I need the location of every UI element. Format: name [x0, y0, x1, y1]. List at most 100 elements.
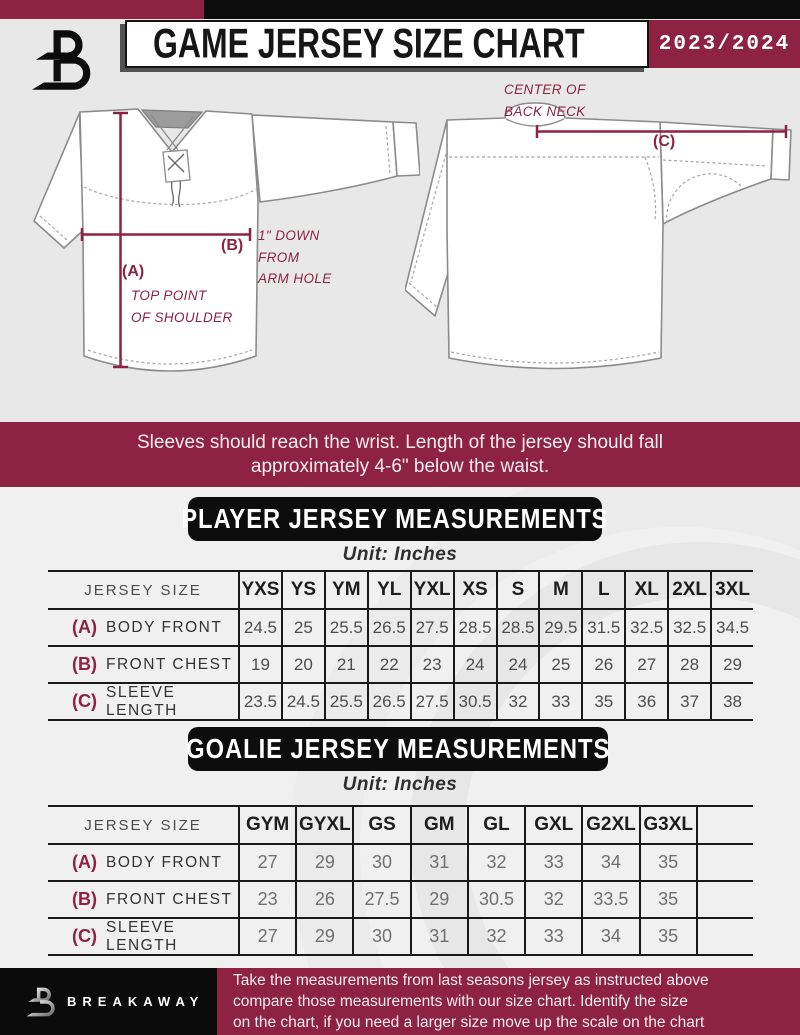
- row-name: BODY FRONT: [106, 618, 223, 636]
- size-column-header: XS: [452, 570, 496, 610]
- measurement-value: 33: [524, 845, 582, 882]
- measurement-value: 30: [352, 919, 410, 956]
- fit-notice-banner: Sleeves should reach the wrist. Length o…: [0, 422, 800, 487]
- footer: BREAKAWAY Take the measurements from las…: [0, 968, 800, 1035]
- size-column-header: GYXL: [295, 805, 353, 845]
- size-column-header: YS: [280, 570, 324, 610]
- measurement-value: 32: [495, 684, 539, 721]
- size-column-header: YL: [366, 570, 410, 610]
- player-measurements-table: JERSEY SIZE YXS YS YM YL YXL XS S M L XL 2XL 3XL (A) B…: [48, 570, 753, 721]
- measurement-tables-section: PLAYER JERSEY MEASUREMENTS Unit: Inches …: [0, 487, 800, 968]
- measurement-value: 20: [280, 647, 324, 684]
- measurement-row-label: (B) FRONT CHEST: [48, 647, 238, 684]
- measurement-value: 21: [323, 647, 367, 684]
- goalie-measurements-table: JERSEY SIZE GYM GYXL GS GM GL GXL G2XL G3XL (A) BO…: [48, 805, 753, 956]
- measurement-value: 33: [538, 684, 582, 721]
- measurement-value: 27: [624, 647, 668, 684]
- row-key: (C): [72, 691, 97, 711]
- measurement-value: 25: [280, 610, 324, 647]
- measurement-value: 35: [638, 882, 696, 919]
- measure-a-label: (A): [122, 263, 145, 280]
- measurement-row-label: (B) FRONT CHEST: [48, 882, 238, 919]
- measurement-value: 26: [581, 647, 625, 684]
- size-column-header: M: [538, 570, 582, 610]
- row-key: (C): [72, 926, 97, 946]
- size-column-header: GL: [466, 805, 525, 845]
- measure-c-label: (C): [653, 133, 676, 150]
- player-measurements-heading: PLAYER JERSEY MEASUREMENTS: [181, 497, 608, 541]
- row-key: (B): [72, 654, 97, 674]
- measurement-value: 24.5: [280, 684, 324, 721]
- measurement-value: 31.5: [581, 610, 625, 647]
- measurement-value: 34.5: [710, 610, 753, 647]
- size-column-header: G3XL: [638, 805, 696, 845]
- measurement-value: 35: [638, 919, 696, 956]
- measurement-value: 26: [295, 882, 353, 919]
- measurement-value: 31: [409, 919, 467, 956]
- measurement-value: 31: [409, 845, 467, 882]
- measurement-value: 28.5: [452, 610, 496, 647]
- footer-instructions-text: Take the measurements from last seasons …: [233, 972, 709, 1031]
- size-column-header: YXL: [409, 570, 453, 610]
- measurement-value: 23: [409, 647, 453, 684]
- size-column-header: GXL: [524, 805, 582, 845]
- brand-name: BREAKAWAY: [67, 994, 205, 1009]
- row-key: (A): [72, 617, 97, 637]
- size-column-header: G2XL: [581, 805, 639, 845]
- size-column-header: L: [581, 570, 625, 610]
- measurement-value: 27.5: [352, 882, 410, 919]
- size-column-header: 2XL: [667, 570, 711, 610]
- measurement-value: 32.5: [667, 610, 711, 647]
- measurement-value: 32: [466, 919, 525, 956]
- measurement-value: 27.5: [409, 610, 453, 647]
- row-name: FRONT CHEST: [106, 655, 233, 673]
- row-name: FRONT CHEST: [106, 890, 233, 908]
- size-column-header: YXS: [238, 570, 281, 610]
- row-key: (A): [72, 852, 97, 872]
- measurement-value: 30.5: [466, 882, 525, 919]
- row-name: SLEEVE LENGTH: [106, 683, 178, 719]
- measurement-value: 24: [452, 647, 496, 684]
- measurement-value: 37: [667, 684, 711, 721]
- measurement-value: 38: [710, 684, 753, 721]
- measurement-value: 26.5: [366, 684, 410, 721]
- measurement-value: 32.5: [624, 610, 668, 647]
- measurement-row-label: (A) BODY FRONT: [48, 610, 238, 647]
- goalie-measurements-title: GOALIE JERSEY MEASUREMENTS: [185, 732, 611, 765]
- measurement-row-label: (A) BODY FRONT: [48, 845, 238, 882]
- measurement-value: 33: [524, 919, 582, 956]
- measurement-value: 22: [366, 647, 410, 684]
- measurement-value: 34: [581, 919, 639, 956]
- measurement-value: 25: [538, 647, 582, 684]
- measurement-value: [695, 845, 753, 882]
- measurement-value: 35: [638, 845, 696, 882]
- measurement-value: 30.5: [452, 684, 496, 721]
- measurement-row-label: (C) SLEEVE LENGTH: [48, 919, 238, 956]
- size-column-header: XL: [624, 570, 668, 610]
- measurement-value: 24.5: [238, 610, 281, 647]
- measurement-value: 24: [495, 647, 539, 684]
- measurement-value: 29: [295, 845, 353, 882]
- size-column-header: 3XL: [710, 570, 753, 610]
- measurement-value: 34: [581, 845, 639, 882]
- measurement-value: 27: [238, 919, 296, 956]
- measurement-value: 36: [624, 684, 668, 721]
- measurement-value: 29: [710, 647, 753, 684]
- measurement-value: 32: [524, 882, 582, 919]
- table-header-jersey-size: JERSEY SIZE: [48, 805, 238, 845]
- season-badge: 2023/2024: [649, 20, 800, 68]
- fit-notice-text: Sleeves should reach the wrist. Length o…: [137, 431, 663, 477]
- measurement-value: 19: [238, 647, 281, 684]
- measurement-value: 25.5: [323, 684, 367, 721]
- measurement-value: 25.5: [323, 610, 367, 647]
- measurement-value: 35: [581, 684, 625, 721]
- breakaway-logo-icon: [31, 30, 91, 90]
- top-bar-black: [204, 0, 800, 19]
- player-unit-label: Unit: Inches: [342, 544, 458, 565]
- season-text: 2023/2024: [658, 32, 791, 56]
- measurement-value: 27.5: [409, 684, 453, 721]
- top-bar-maroon: [0, 0, 204, 19]
- size-column-header: GS: [352, 805, 410, 845]
- measurement-value: 23.5: [238, 684, 281, 721]
